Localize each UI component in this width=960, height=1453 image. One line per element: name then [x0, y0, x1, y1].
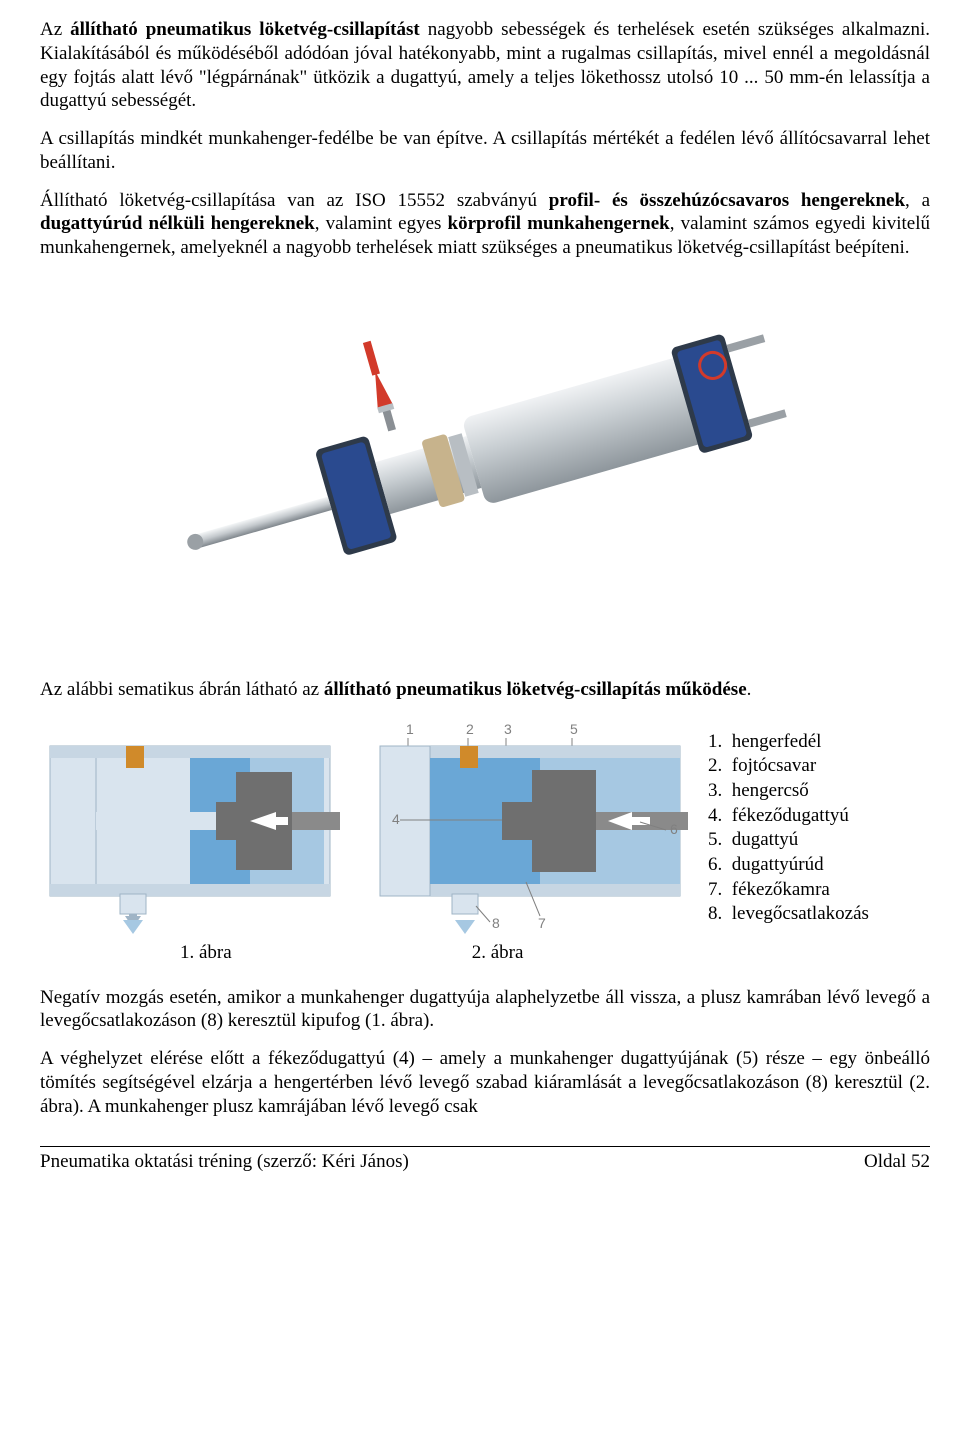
- legend-item-4: 4. fékeződugattyú: [708, 804, 869, 829]
- svg-text:2: 2: [466, 721, 474, 737]
- figure-1: [40, 716, 340, 936]
- legend-num-1: 1.: [708, 731, 722, 752]
- svg-text:1: 1: [406, 721, 414, 737]
- legend-text-3: hengercső: [732, 780, 809, 801]
- p1-pre: Az: [40, 19, 70, 40]
- p1-bold: állítható pneumatikus löketvég-csillapít…: [70, 19, 420, 40]
- legend-text-7: fékezőkamra: [732, 879, 830, 900]
- legend-item-6: 6. dugattyúrúd: [708, 853, 869, 878]
- legend-num-6: 6.: [708, 854, 722, 875]
- legend-num-7: 7.: [708, 879, 722, 900]
- legend-text-5: dugattyú: [732, 829, 799, 850]
- fig2-caption: 2. ábra: [472, 942, 524, 964]
- legend-item-7: 7. fékezőkamra: [708, 878, 869, 903]
- legend-num-2: 2.: [708, 755, 722, 776]
- legend-text-8: levegőcsatlakozás: [732, 903, 869, 924]
- schematic-figures: 1 2 3 5: [40, 716, 690, 936]
- page-footer: Pneumatika oktatási tréning (szerző: Kér…: [40, 1146, 930, 1173]
- cylinder-render: [40, 274, 930, 654]
- legend-text-6: dugattyúrúd: [732, 854, 824, 875]
- figure-2: 1 2 3 5: [370, 716, 690, 936]
- p3-c: , a: [905, 190, 930, 211]
- legend: 1. hengerfedél 2. fojtócsavar 3. hengerc…: [708, 716, 869, 928]
- legend-text-2: fojtócsavar: [732, 755, 816, 776]
- cylinder-render-svg: [175, 304, 795, 624]
- fig1-caption: 1. ábra: [180, 942, 232, 964]
- p3-a: Állítható löketvég-csillapítása van az I…: [40, 190, 549, 211]
- paragraph-5: Negatív mozgás esetén, amikor a munkahen…: [40, 986, 930, 1034]
- paragraph-2: A csillapítás mindkét munkahenger-fedélb…: [40, 127, 930, 175]
- p4-pre: Az alábbi sematikus ábrán látható az: [40, 679, 324, 700]
- p3-e: , valamint egyes: [315, 213, 448, 234]
- p3-b: profil- és összehúzócsavaros hengereknek: [549, 190, 905, 211]
- svg-text:3: 3: [504, 721, 512, 737]
- legend-item-3: 3. hengercső: [708, 779, 869, 804]
- legend-item-5: 5. dugattyú: [708, 828, 869, 853]
- svg-text:6: 6: [670, 821, 678, 837]
- p4-bold: állítható pneumatikus löketvég-csillapít…: [324, 679, 747, 700]
- legend-item-1: 1. hengerfedél: [708, 730, 869, 755]
- legend-text-1: hengerfedél: [732, 731, 822, 752]
- footer-left: Pneumatika oktatási tréning (szerző: Kér…: [40, 1151, 409, 1173]
- paragraph-1: Az állítható pneumatikus löketvég-csilla…: [40, 18, 930, 113]
- legend-num-8: 8.: [708, 903, 722, 924]
- legend-item-2: 2. fojtócsavar: [708, 754, 869, 779]
- paragraph-6: A véghelyzet elérése előtt a fékeződugat…: [40, 1047, 930, 1118]
- p3-f: körprofil munkahengernek: [448, 213, 670, 234]
- svg-text:5: 5: [570, 721, 578, 737]
- paragraph-4: Az alábbi sematikus ábrán látható az áll…: [40, 678, 930, 702]
- footer-right: Oldal 52: [864, 1151, 930, 1173]
- document-page: Az állítható pneumatikus löketvég-csilla…: [0, 0, 960, 1453]
- svg-text:4: 4: [392, 811, 400, 827]
- legend-item-8: 8. levegőcsatlakozás: [708, 902, 869, 927]
- legend-num-4: 4.: [708, 805, 722, 826]
- legend-num-3: 3.: [708, 780, 722, 801]
- p4-post: .: [747, 679, 752, 700]
- figure-captions: 1. ábra 2. ábra: [40, 942, 930, 964]
- p3-d: dugattyúrúd nélküli hengereknek: [40, 213, 315, 234]
- svg-text:7: 7: [538, 915, 546, 931]
- svg-text:8: 8: [492, 915, 500, 931]
- legend-text-4: fékeződugattyú: [732, 805, 849, 826]
- paragraph-3: Állítható löketvég-csillapítása van az I…: [40, 189, 930, 260]
- legend-num-5: 5.: [708, 829, 722, 850]
- schematic-row: 1 2 3 5: [40, 716, 930, 936]
